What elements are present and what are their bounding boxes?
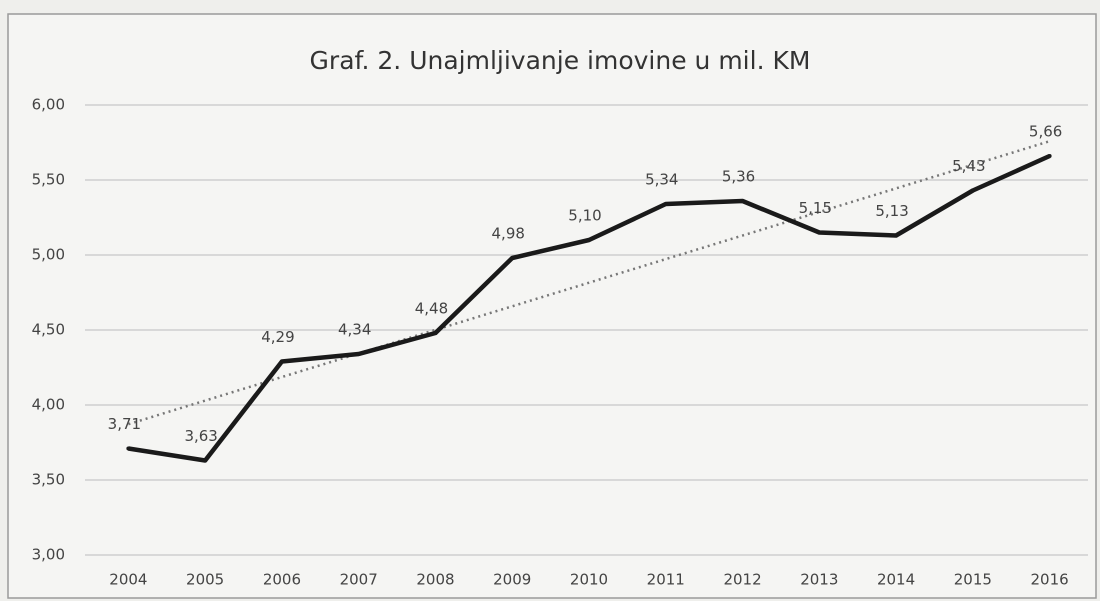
y-tick-label: 5,00 xyxy=(32,246,65,264)
x-tick-label: 2005 xyxy=(186,571,224,589)
data-point xyxy=(356,352,361,356)
x-tick-label: 2012 xyxy=(723,571,761,589)
data-label: 4,98 xyxy=(492,225,525,243)
data-point xyxy=(587,238,591,242)
data-point xyxy=(126,446,131,451)
data-label: 4,34 xyxy=(338,321,371,339)
data-point xyxy=(1047,154,1052,158)
x-tick-label: 2007 xyxy=(340,571,378,589)
data-point xyxy=(740,199,745,203)
data-point xyxy=(279,359,284,364)
data-point xyxy=(510,256,515,260)
data-label: 5,15 xyxy=(799,199,832,217)
y-tick-label: 4,50 xyxy=(32,321,65,339)
data-label: 4,29 xyxy=(261,328,294,346)
trendline xyxy=(128,140,1050,426)
y-tick-label: 3,00 xyxy=(32,546,65,564)
data-point xyxy=(894,233,899,238)
x-tick-label: 2013 xyxy=(800,571,838,589)
x-tick-label: 2011 xyxy=(647,571,685,589)
x-tick-label: 2014 xyxy=(877,571,915,589)
data-label: 4,48 xyxy=(415,300,448,318)
data-point xyxy=(970,188,975,193)
data-label: 3,63 xyxy=(184,427,217,445)
x-tick-label: 2004 xyxy=(109,571,147,589)
x-tick-label: 2016 xyxy=(1031,571,1069,589)
x-tick-label: 2010 xyxy=(570,571,608,589)
x-tick-label: 2015 xyxy=(954,571,992,589)
y-tick-label: 4,00 xyxy=(32,396,65,414)
data-label: 5,66 xyxy=(1029,123,1062,141)
data-label: 5,36 xyxy=(722,168,755,186)
data-label: 3,71 xyxy=(108,415,141,433)
data-point xyxy=(663,202,668,206)
x-tick-label: 2009 xyxy=(493,571,531,589)
data-point xyxy=(203,458,208,463)
chart-frame xyxy=(7,13,1097,599)
y-tick-label: 5,50 xyxy=(32,171,65,189)
data-point xyxy=(817,230,822,235)
x-tick-label: 2006 xyxy=(263,571,301,589)
data-label: 5,10 xyxy=(568,207,601,225)
data-label: 5,13 xyxy=(875,202,908,220)
x-tick-label: 2008 xyxy=(416,571,454,589)
chart-title: Graf. 2. Unajmljivanje imovine u mil. KM xyxy=(310,46,811,75)
data-label: 5,34 xyxy=(645,171,678,189)
data-point xyxy=(433,331,438,335)
data-label: 5,43 xyxy=(952,157,985,175)
y-tick-label: 3,50 xyxy=(32,471,65,489)
y-tick-label: 6,00 xyxy=(32,96,65,114)
